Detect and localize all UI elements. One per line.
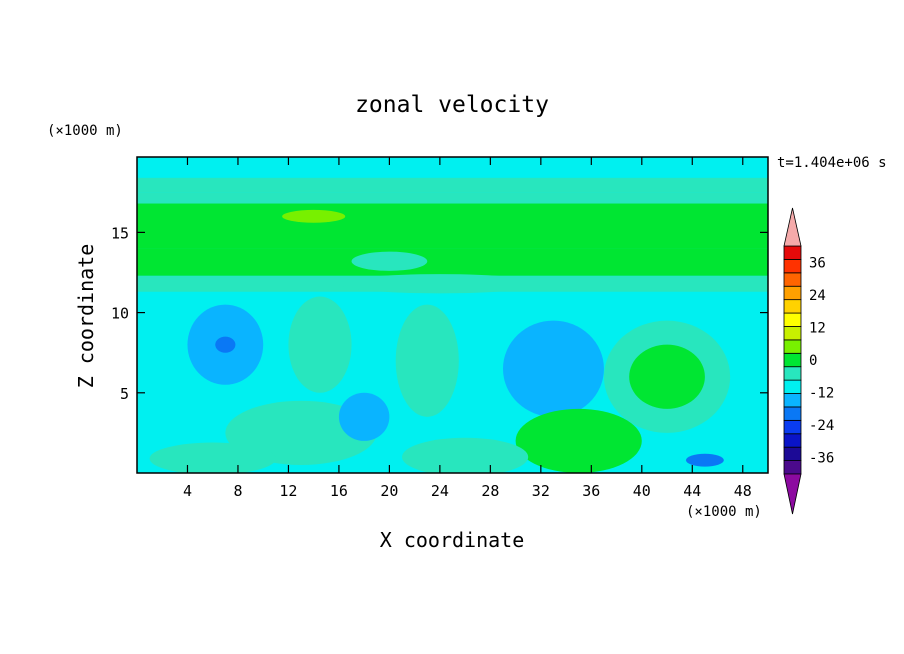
colorbar-swatch [783,379,802,394]
field-blob-13 [395,304,459,417]
x-tick-label: 20 [380,482,398,500]
colorbar-swatch [783,433,802,448]
time-label: t=1.404e+06 s [777,155,887,171]
x-axis-label: X coordinate [380,528,525,552]
field-blob-20 [149,442,276,473]
colorbar-swatch [783,272,802,287]
colorbar-swatch [783,352,802,368]
colorbar-tick-label: -24 [809,418,834,434]
x-unit-label: (×1000 m) [686,504,762,520]
x-tick-label: 16 [330,482,348,500]
field-band-4 [137,192,768,204]
colorbar-swatch [783,285,802,301]
x-tick-label: 48 [734,482,752,500]
y-unit-label: (×1000 m) [47,123,123,139]
y-axis: 5 10 15 [111,224,768,403]
colorbar-swatch [783,259,802,274]
field-blob-11 [288,296,352,393]
x-tick-label: 12 [279,482,297,500]
colorbar-swatch [783,326,802,341]
field-blob-23 [402,437,529,473]
colorbar-swatch [783,366,802,381]
y-tick-label: 10 [111,305,129,323]
colorbar: 36 24 12 0 -12 -24 -36 [783,207,834,515]
field-blob-18 [559,428,611,461]
colorbar-tick-label: 24 [809,288,826,304]
colorbar-tick-label: 36 [809,255,826,271]
field-blob-8 [338,274,541,294]
colorbar-swatch [783,299,802,314]
colorbar-swatch [783,460,802,475]
colorbar-swatch [783,339,802,354]
colorbar-swatch [783,245,802,260]
colorbar-swatch [783,419,802,435]
x-tick-label: 28 [481,482,499,500]
field-band-3 [137,203,768,249]
y-axis-label: Z coordinate [74,244,98,389]
colorbar-swatch [783,406,802,421]
field-band-5 [137,177,768,193]
colorbar-tick-label: 0 [809,353,817,369]
chart-title: zonal velocity [355,92,549,118]
x-tick-label: 40 [633,482,651,500]
velocity-field [137,157,768,473]
colorbar-tick-label: -36 [809,451,834,467]
field-blob-14 [502,320,604,417]
colorbar-tick-label: -12 [809,386,834,402]
x-tick-label: 44 [683,482,701,500]
field-band-2 [137,248,768,276]
colorbar-swatch [783,312,802,327]
colorbar-over-arrow [783,207,802,247]
plot-frame [136,156,769,474]
field-blob-6 [282,209,346,223]
x-tick-label: 8 [233,482,242,500]
y-tick-label: 15 [111,224,129,242]
colorbar-under-arrow [783,473,802,515]
y-tick-label: 5 [120,385,129,403]
field-blob-7 [351,251,428,271]
colorbar-swatch [783,393,802,408]
x-tick-label: 24 [431,482,449,500]
x-tick-label: 32 [532,482,550,500]
field-blob-10 [215,336,236,353]
x-axis: 4 8 12 16 20 24 28 32 36 40 44 48 [183,157,752,500]
field-blob-21 [338,392,390,441]
colorbar-tick-label: 12 [809,320,826,336]
colorbar-swatch [783,446,802,461]
field-blob-12 [364,304,403,385]
field-blob-16 [629,344,705,409]
x-tick-label: 4 [183,482,192,500]
plot-area [137,157,768,473]
x-tick-label: 36 [582,482,600,500]
field-blob-22 [685,453,724,467]
